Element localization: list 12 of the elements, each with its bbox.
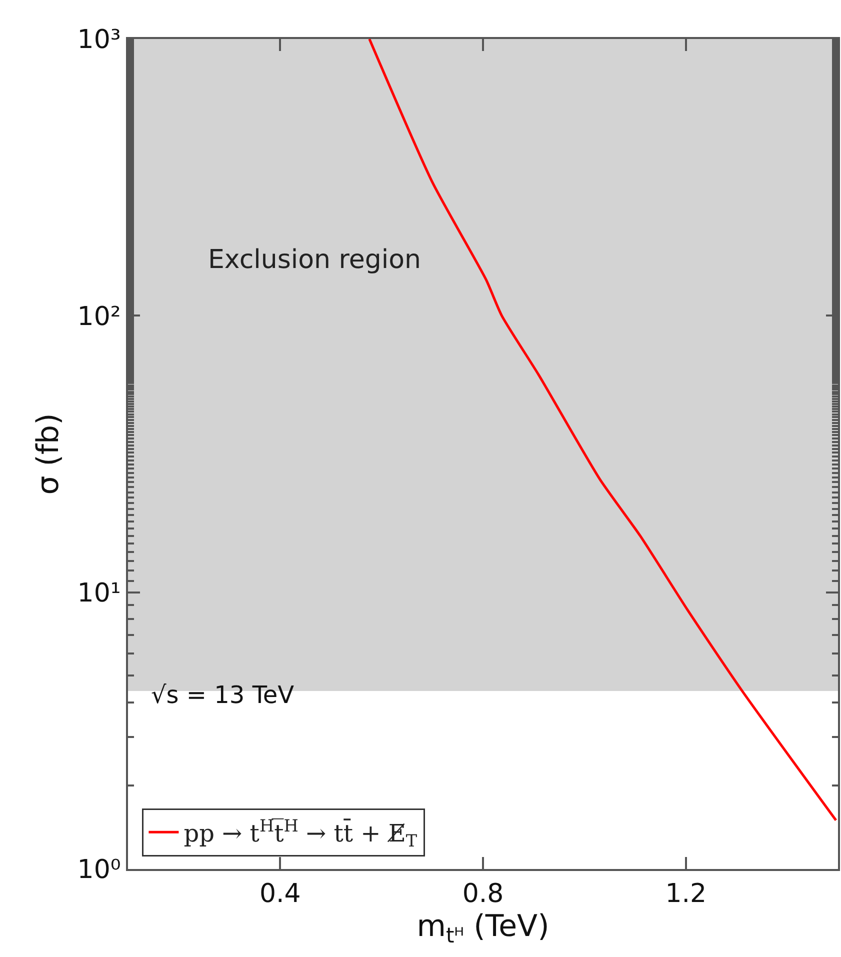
y-tick-label: 10² xyxy=(77,302,121,332)
y-axis-title: σ (fb) xyxy=(30,413,66,495)
x-tick-label: 0.4 xyxy=(259,879,301,910)
band-label: Exclusion region xyxy=(208,245,422,275)
x-tick-label: 1.2 xyxy=(665,879,707,910)
y-tick-label: 10³ xyxy=(77,25,121,56)
legend-label: pp → t$^{H}$t̅$^{H}$ → tt̄ + E̸$_{T}$ xyxy=(184,815,418,851)
y-tick-label: 10¹ xyxy=(77,578,121,608)
x-axis-title: m$_{tᴴ}$ (TeV) xyxy=(416,909,550,948)
annotation: √s = 13 TeV xyxy=(151,681,295,709)
y-tick-label: 10⁰ xyxy=(77,855,121,886)
x-tick-label: 0.8 xyxy=(462,879,504,910)
